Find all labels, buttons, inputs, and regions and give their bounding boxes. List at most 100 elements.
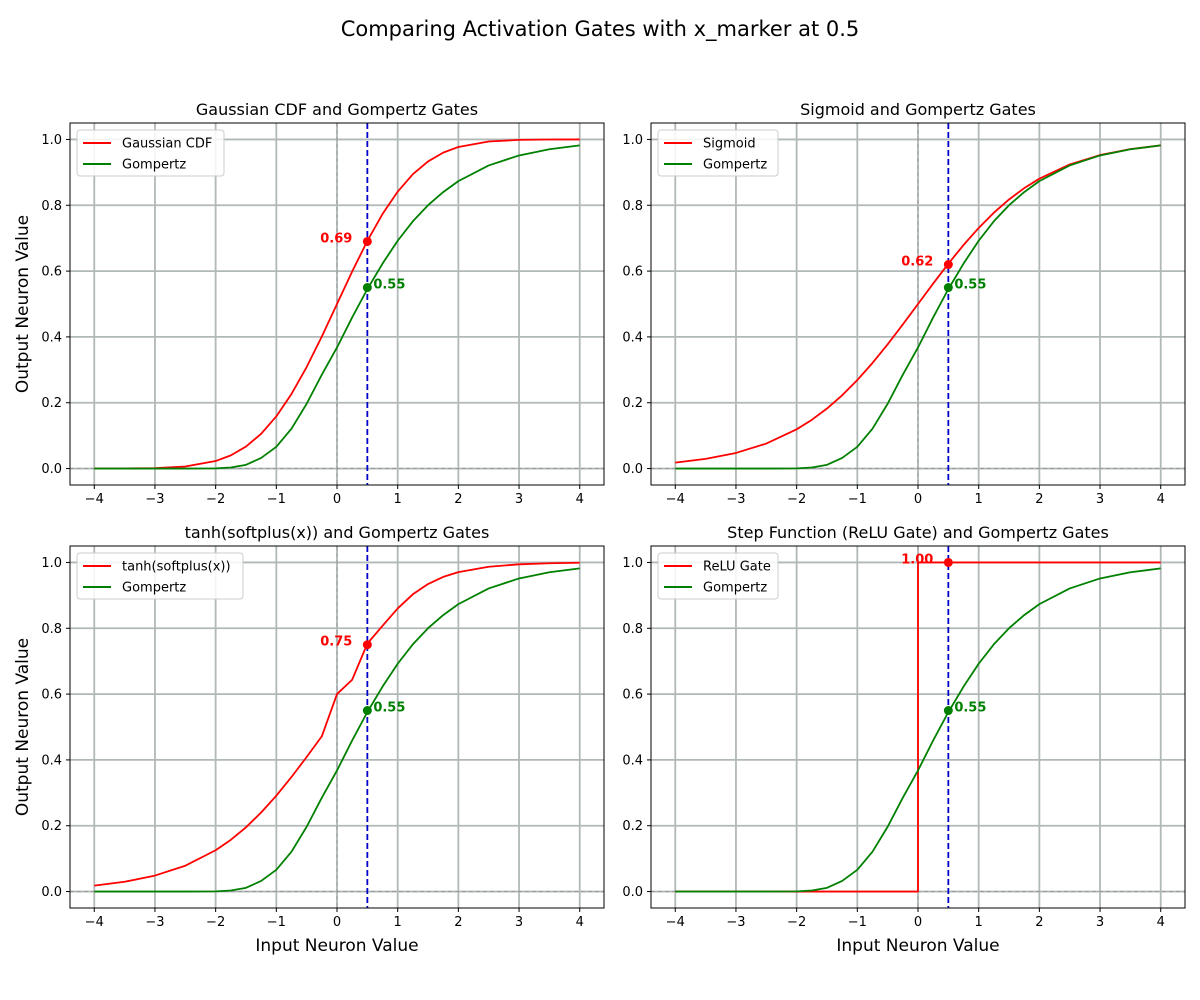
subplot-4: 1.00 0.55 −4 −3 −2 −1 0 1 2 3 4 0.0 0.2 0.4 0.6 0.8 1.0 S… [622, 523, 1186, 956]
marker-point [362, 640, 372, 650]
marker-label: 0.62 [901, 255, 933, 270]
marker-label: 0.55 [373, 278, 405, 293]
x-tick-label: −1 [848, 915, 867, 930]
marker-point [362, 706, 372, 716]
marker-label: 0.69 [320, 231, 352, 246]
series-group [675, 144, 1161, 470]
series-line-sigmoid [675, 144, 1161, 464]
y-tick-label: 0.4 [622, 330, 643, 345]
x-tick-label: −4 [666, 492, 685, 507]
x-tick-label: 0 [333, 492, 341, 507]
x-tick-label: −3 [145, 915, 164, 930]
x-tick-label: 0 [914, 492, 922, 507]
marker-label: 0.55 [954, 701, 986, 716]
y-tick-label: 0.6 [41, 265, 62, 280]
marker-label: 0.55 [954, 278, 986, 293]
x-tick-label: 0 [333, 915, 341, 930]
series-line-gompertz [675, 144, 1161, 470]
y-tick-label: 1.0 [41, 556, 62, 571]
x-tick-label: −4 [85, 915, 104, 930]
y-axis-label: Output Neuron Value [13, 215, 33, 393]
y-tick-label: 1.0 [41, 133, 62, 148]
x-tick-label: −4 [666, 915, 685, 930]
x-tick-label: 4 [576, 915, 584, 930]
y-tick-label: 0.0 [622, 462, 643, 477]
legend: Gaussian CDF Gompertz [76, 129, 225, 177]
x-tick-label: −2 [206, 492, 225, 507]
marker-point [943, 260, 953, 270]
y-tick-label: 1.0 [622, 556, 643, 571]
y-tick-label: 0.8 [41, 199, 62, 214]
x-tick-label: 4 [576, 492, 584, 507]
x-tick-label: 3 [1096, 915, 1104, 930]
y-tick-label: 0.8 [41, 622, 62, 637]
x-tick-label: 1 [975, 492, 983, 507]
y-tick-label: 0.2 [41, 819, 62, 834]
legend-box [76, 552, 244, 600]
series-group [94, 138, 580, 470]
x-tick-label: −1 [267, 492, 286, 507]
legend-entry: Gompertz [122, 158, 186, 173]
x-tick-label: 3 [1096, 492, 1104, 507]
subplot-title: tanh(softplus(x)) and Gompertz Gates [185, 523, 490, 542]
x-tick-label: −2 [787, 915, 806, 930]
y-tick-label: 0.8 [622, 199, 643, 214]
legend-entry: Gompertz [122, 581, 186, 596]
x-tick-label: −3 [726, 492, 745, 507]
y-tick-label: 1.0 [622, 133, 643, 148]
y-tick-label: 0.8 [622, 622, 643, 637]
subplot-2: 0.62 0.55 −4 −3 −2 −1 0 1 2 3 4 0.0 0.2 0.4 0.6 0.8 1.0 S… [622, 100, 1186, 507]
series-line-gompertz [675, 567, 1161, 893]
legend-entry: Sigmoid [703, 137, 756, 152]
x-tick-label: −1 [848, 492, 867, 507]
subplot-title: Sigmoid and Gompertz Gates [800, 100, 1036, 119]
x-tick-label: −2 [206, 915, 225, 930]
x-tick-label: −2 [787, 492, 806, 507]
y-tick-label: 0.2 [622, 396, 643, 411]
y-tick-label: 0.2 [622, 819, 643, 834]
legend-box [76, 129, 225, 177]
marker-label: 0.75 [320, 635, 352, 650]
y-tick-label: 0.0 [41, 885, 62, 900]
x-tick-label: −4 [85, 492, 104, 507]
chart-panels: 0.69 0.55 −4 −3 −2 −1 0 1 2 3 4 0.0 0.2 0.4 0.6 0.8 1.0 G… [13, 100, 1186, 956]
marker-point [362, 283, 372, 293]
legend-entry: tanh(softplus(x)) [122, 560, 231, 575]
x-tick-label: 4 [1157, 915, 1165, 930]
marker-point [943, 283, 953, 293]
legend-entry: Gaussian CDF [122, 137, 212, 152]
marker-label: 1.00 [901, 552, 933, 567]
x-tick-label: 2 [454, 492, 462, 507]
x-tick-label: 2 [1035, 492, 1043, 507]
legend-entry: Gompertz [703, 581, 767, 596]
series-line-gompertz [94, 567, 580, 893]
x-axis-label: Input Neuron Value [836, 936, 999, 956]
y-axis-label: Output Neuron Value [13, 638, 33, 816]
series-line-gaussian-cdf [94, 138, 580, 470]
y-tick-label: 0.2 [41, 396, 62, 411]
y-tick-label: 0.6 [622, 688, 643, 703]
x-tick-label: −3 [145, 492, 164, 507]
y-tick-label: 0.4 [41, 753, 62, 768]
marker-point [943, 706, 953, 716]
series-group [94, 561, 580, 893]
y-tick-label: 0.0 [622, 885, 643, 900]
x-tick-label: 1 [394, 492, 402, 507]
subplot-title: Step Function (ReLU Gate) and Gompertz G… [727, 523, 1109, 542]
y-tick-label: 0.6 [622, 265, 643, 280]
y-tick-label: 0.6 [41, 688, 62, 703]
figure-suptitle: Comparing Activation Gates with x_marker… [341, 17, 860, 42]
marker-label: 0.55 [373, 701, 405, 716]
series-group [675, 561, 1161, 893]
series-line-tanh-softplus-x- [94, 561, 580, 887]
legend: tanh(softplus(x)) Gompertz [76, 552, 244, 600]
x-tick-label: 3 [515, 915, 523, 930]
x-tick-label: 4 [1157, 492, 1165, 507]
x-tick-label: 2 [454, 915, 462, 930]
legend-entry: ReLU Gate [703, 560, 771, 575]
y-tick-label: 0.4 [41, 330, 62, 345]
subplot-3: 0.75 0.55 −4 −3 −2 −1 0 1 2 3 4 0.0 0.2 0.4 0.6 0.8 1.0 t… [13, 523, 605, 956]
x-tick-label: 1 [975, 915, 983, 930]
legend-entry: Gompertz [703, 158, 767, 173]
